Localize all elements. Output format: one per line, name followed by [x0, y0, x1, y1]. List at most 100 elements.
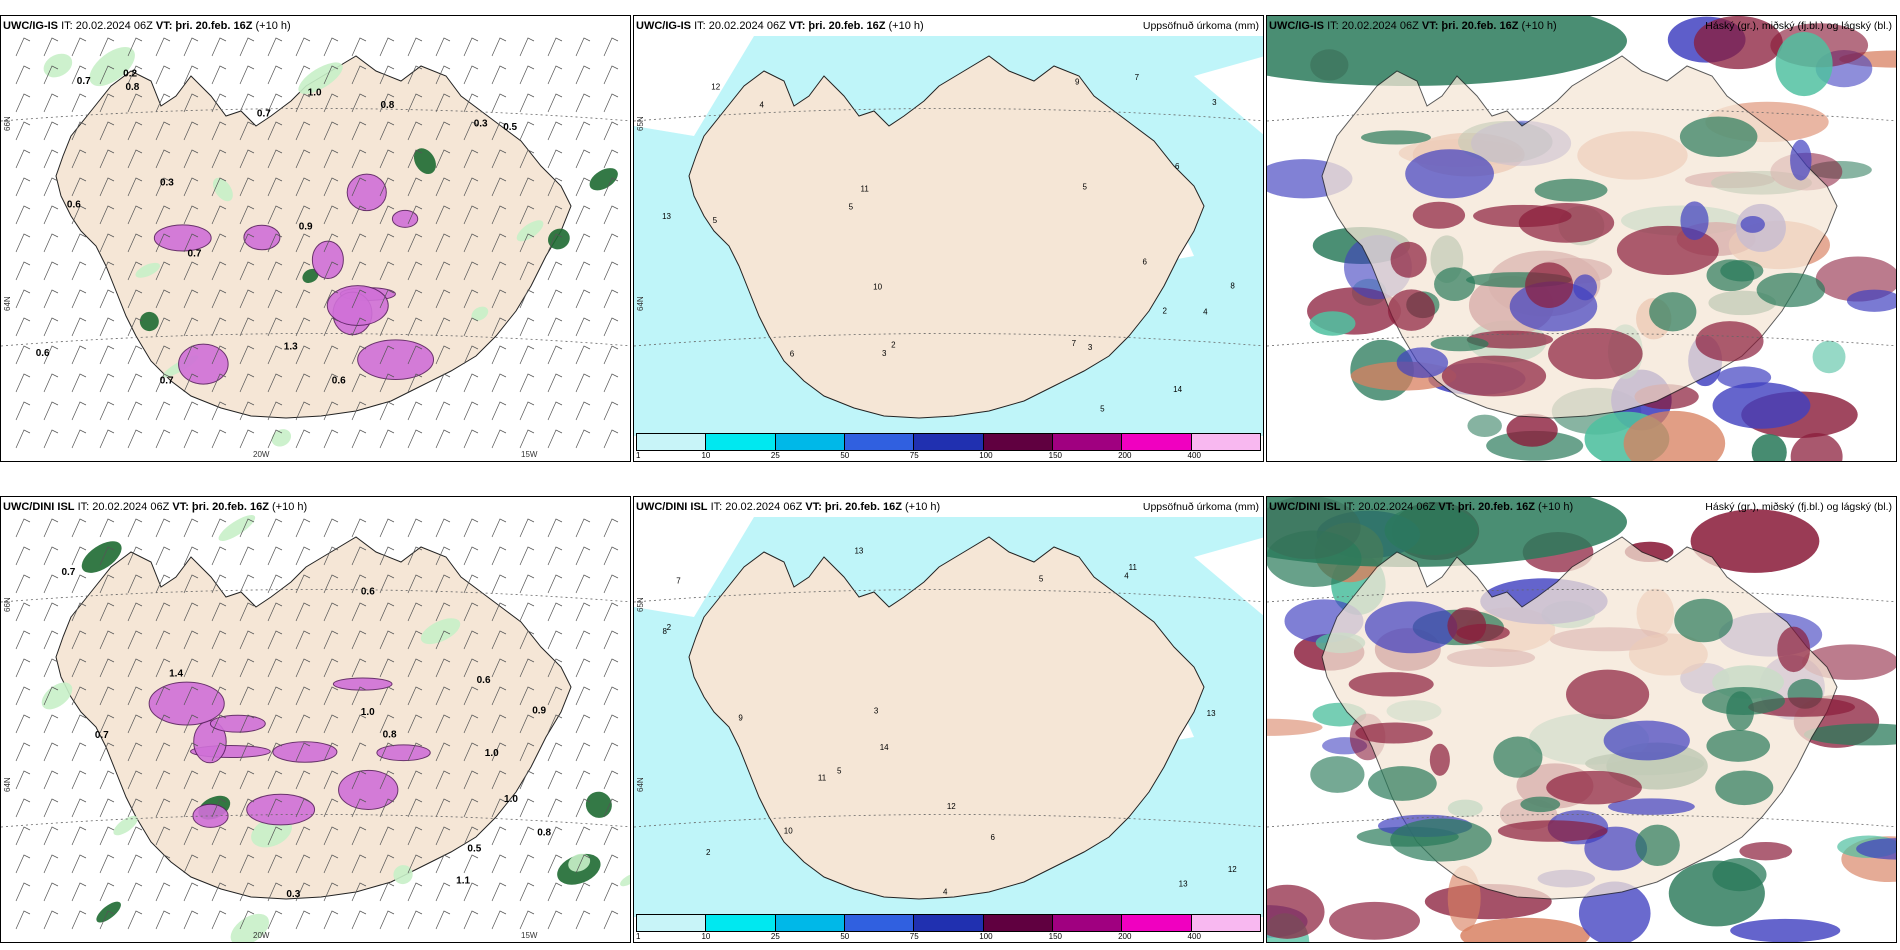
wind-barb: [127, 401, 143, 421]
wind-barb: [155, 602, 171, 622]
wind-barb: [323, 686, 339, 706]
wind-barb: [435, 289, 451, 309]
colorbar-tick-label: 400: [1187, 451, 1201, 460]
wind-barb: [351, 770, 367, 790]
wind-barb: [575, 714, 591, 734]
wind-barb: [43, 602, 59, 622]
wind-barb: [491, 373, 507, 393]
wind-barb: [155, 518, 171, 538]
latitude-label: 64N: [3, 296, 12, 311]
field-title: Háský (gr.), miðský (fj.bl.) og lágský (…: [1705, 501, 1892, 513]
wind-barb: [239, 149, 255, 169]
wind-barb: [379, 630, 395, 650]
precip-value-label: 5: [1039, 574, 1044, 583]
cloud-blob: [1405, 149, 1494, 199]
wind-barb: [351, 910, 367, 930]
dry-area: [634, 517, 754, 617]
cloud-blob: [1790, 139, 1812, 181]
wind-barb: [519, 121, 535, 141]
wind-barb: [155, 686, 171, 706]
wind-barb: [183, 93, 199, 113]
wind-barb: [603, 714, 619, 734]
wind-barb: [519, 854, 535, 874]
wind-barb: [155, 317, 171, 337]
wind-barb: [603, 518, 619, 538]
wind-barb: [519, 373, 535, 393]
wind-barb: [491, 93, 507, 113]
wind-barb: [575, 686, 591, 706]
wind-barb: [603, 345, 619, 365]
precip-value-label: 0.6: [332, 375, 346, 386]
wind-barb: [379, 205, 395, 225]
cloud-blob: [1608, 798, 1695, 815]
wind-barb: [547, 177, 563, 197]
cloud-blob: [1603, 720, 1690, 761]
cloud-blob: [1447, 607, 1487, 644]
precip-patch: [568, 853, 591, 872]
wind-barb: [407, 289, 423, 309]
wind-barb: [127, 233, 143, 253]
lead-time: (+10 h): [888, 20, 924, 32]
wind-barb: [519, 770, 535, 790]
wind-barb: [575, 233, 591, 253]
wind-barb: [211, 65, 227, 85]
cloud-blob: [1717, 366, 1772, 389]
wind-barb: [547, 854, 563, 874]
wind-barb: [155, 910, 171, 930]
cloud-blob: [1803, 723, 1896, 746]
wind-barb: [211, 177, 227, 197]
wind-barb: [155, 714, 171, 734]
wind-barb: [15, 37, 31, 57]
wind-barb: [351, 854, 367, 874]
wind-barb: [407, 910, 423, 930]
wind-barb: [295, 149, 311, 169]
wind-barb: [463, 233, 479, 253]
wind-barb: [99, 714, 115, 734]
wind-barb: [547, 826, 563, 846]
wind-barb: [379, 714, 395, 734]
map-panel-r2c3: UWC/DINI ISL IT: 20.02.2024 06Z VT: þri.…: [1266, 496, 1897, 943]
wind-barb: [43, 37, 59, 57]
graticule-line: [1267, 333, 1896, 347]
cloud-blob: [1267, 497, 1627, 567]
precip-value-label: 14: [1173, 385, 1182, 394]
init-time: IT: 20.02.2024 06Z: [694, 20, 786, 32]
wind-barb: [407, 574, 423, 594]
wind-barb: [323, 149, 339, 169]
wind-barb: [323, 714, 339, 734]
wind-barb: [491, 770, 507, 790]
wind-barb: [351, 37, 367, 57]
wind-barb: [463, 770, 479, 790]
precip-patch: [311, 240, 344, 280]
wind-barb: [211, 714, 227, 734]
cloud-blob: [1390, 241, 1427, 278]
wind-barb: [323, 882, 339, 902]
wind-barb: [491, 149, 507, 169]
wind-barb: [407, 37, 423, 57]
wind-barb: [155, 854, 171, 874]
wind-barb: [127, 121, 143, 141]
precip-patch: [357, 339, 435, 380]
wind-barb: [183, 686, 199, 706]
wind-barb: [15, 882, 31, 902]
wind-barb: [127, 882, 143, 902]
precip-patch: [139, 311, 159, 332]
precip-value-label: 6: [790, 350, 795, 359]
wind-barb: [239, 742, 255, 762]
wind-barb: [603, 826, 619, 846]
wind-barb: [267, 518, 283, 538]
precip-value-label: 0.7: [188, 249, 202, 260]
wind-barb: [99, 882, 115, 902]
cloud-blob: [1267, 884, 1325, 939]
wind-barb: [435, 574, 451, 594]
wind-barb: [43, 742, 59, 762]
wind-barb: [351, 798, 367, 818]
wind-barb: [407, 205, 423, 225]
wind-barb: [547, 518, 563, 538]
wind-barb: [99, 233, 115, 253]
wind-barb: [603, 93, 619, 113]
wind-barb: [127, 826, 143, 846]
init-time: IT: 20.02.2024 06Z: [1343, 501, 1436, 513]
wind-barb: [323, 429, 339, 449]
wind-barb: [435, 429, 451, 449]
